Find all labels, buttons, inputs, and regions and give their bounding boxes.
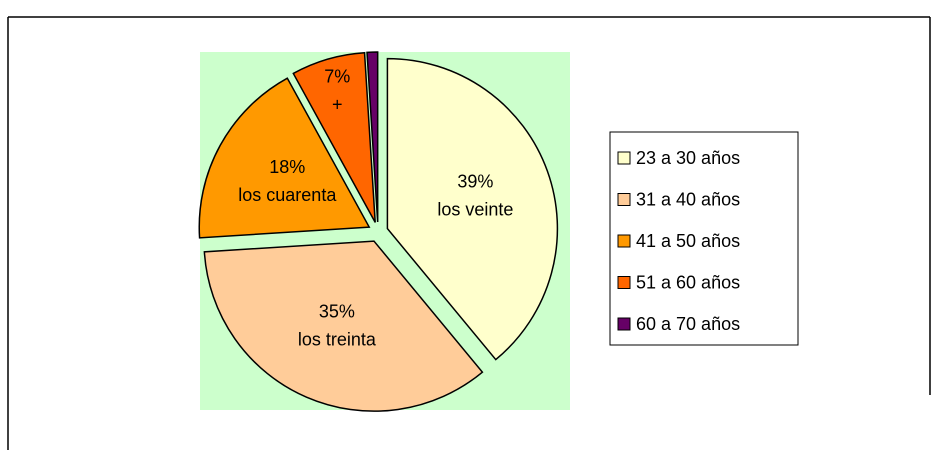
legend-label: 51 a 60 años [636,272,740,292]
slice-label: los veinte [437,200,513,220]
slice-label: + [332,95,343,115]
slice-value-label: 39% [457,172,493,192]
legend-swatch [617,151,631,165]
legend-swatch [617,276,631,289]
legend-swatch [617,317,631,331]
slice-label: los treinta [298,330,377,350]
pie-slice [292,51,376,223]
legend-swatch [617,234,631,248]
slice-label: los cuarenta [238,185,337,205]
legend-swatch [617,193,631,206]
pie-slice [203,240,484,412]
legend-label: 31 a 40 años [636,189,740,209]
legend-box [609,131,799,346]
slice-value-label: 18% [269,157,305,177]
pie-slice [366,51,379,223]
slice-value-label: 35% [319,302,355,322]
slice-value-label: 7% [324,67,350,87]
legend-label: 60 a 70 años [636,314,740,334]
legend-label: 41 a 50 años [636,231,740,251]
legend-label: 23 a 30 años [636,148,740,168]
pie-slice [386,57,559,361]
pie-slice [198,77,371,239]
